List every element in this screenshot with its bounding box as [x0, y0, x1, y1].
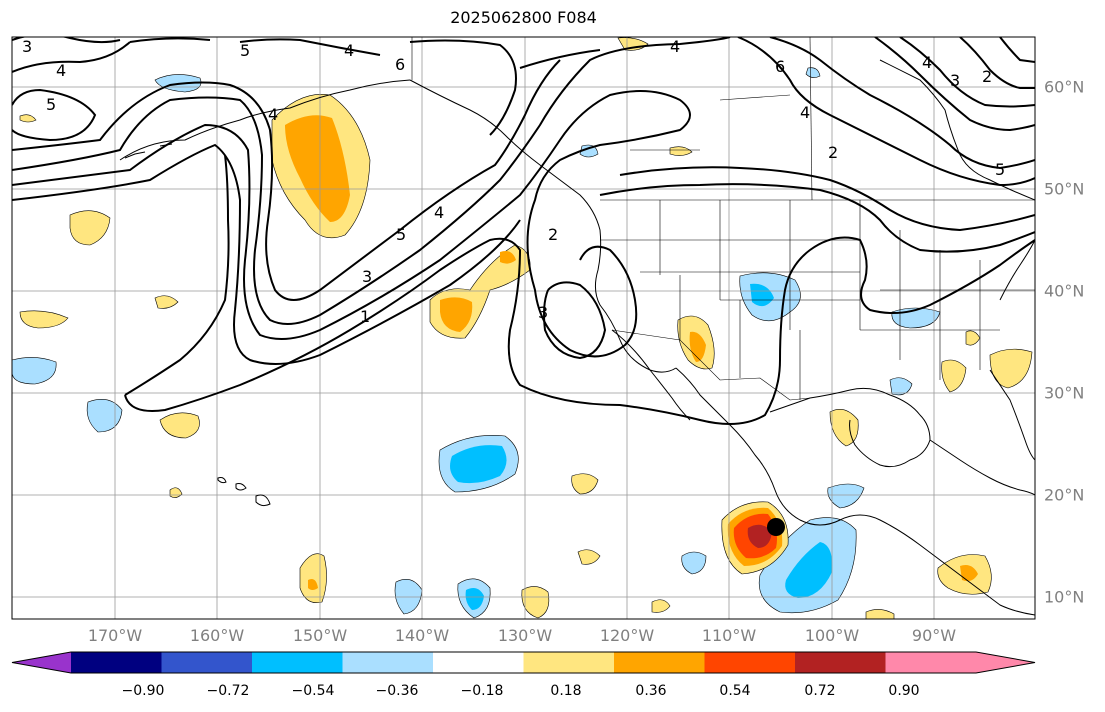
lat-label-60n: 60°N [1044, 77, 1085, 97]
contour-label: 3 [22, 37, 32, 56]
contour-lines [12, 37, 1035, 425]
colorbar-tick-label: −0.18 [460, 683, 504, 699]
lon-label-90w: 90°W [911, 626, 957, 645]
contour-label: 4 [800, 103, 810, 122]
contour-label: 6 [395, 55, 405, 74]
contour-label: 5 [46, 95, 56, 114]
lat-label-50n: 50°N [1044, 179, 1085, 199]
contour-label: 2 [548, 225, 558, 244]
contour-label: 6 [775, 57, 785, 76]
contour-label: 4 [922, 53, 932, 72]
contour-label: 5 [396, 225, 406, 244]
lon-label-130w: 130°W [497, 626, 553, 645]
colorbar-tick-label: 0.54 [719, 683, 751, 699]
colorbar-bin [161, 652, 253, 673]
contour-label: 2 [982, 67, 992, 86]
map-frame [11, 36, 1036, 620]
lat-label-40n: 40°N [1044, 281, 1085, 301]
colorbar-bin [885, 652, 977, 673]
contour-label: 3 [950, 71, 960, 90]
colorbar-tick-label: 0.36 [635, 683, 667, 699]
borders [411, 37, 1035, 401]
colorbar-tick-label: −0.54 [291, 683, 335, 699]
colorbar-tick-label: 0.18 [550, 683, 582, 699]
map-layer: 3 4 5 4 6 4 5 4 6 2 5 4 3 2 5 4 3 1 2 3 … [12, 37, 1035, 619]
lon-label-110w: 110°W [701, 626, 757, 645]
anomaly-positive-patches [19, 37, 1033, 619]
colorbar-extend-low [12, 652, 71, 673]
colorbar-bin [252, 652, 343, 673]
coastlines [119, 59, 1035, 616]
colorbar [11, 651, 1036, 674]
colorbar-tick-label: 0.72 [804, 683, 836, 699]
contour-label: 4 [344, 41, 354, 60]
lat-label-20n: 20°N [1044, 485, 1085, 505]
colorbar-bin [71, 652, 162, 673]
contour-label-texts: 3 4 5 4 6 4 5 4 6 2 5 4 3 2 5 4 3 1 2 3 … [22, 37, 1005, 326]
colorbar-bin [704, 652, 796, 673]
anomaly-negative-patches [12, 67, 941, 619]
lat-label-30n: 30°N [1044, 383, 1085, 403]
lon-label-150w: 150°W [292, 626, 348, 645]
contour-label: 4 [268, 105, 278, 124]
colorbar-bin [523, 652, 615, 673]
contour-label: 2 [828, 143, 838, 162]
colorbar-extend-high [976, 652, 1035, 673]
lon-label-120w: 120°W [599, 626, 655, 645]
lon-label-160w: 160°W [189, 626, 245, 645]
colorbar-tick-label: −0.90 [121, 683, 165, 699]
contour-label: 5 [995, 160, 1005, 179]
contour-label: 4 [434, 203, 444, 222]
colorbar-tick-label: −0.36 [375, 683, 419, 699]
storm-center-marker [767, 518, 785, 536]
colorbar-bin [614, 652, 705, 673]
colorbar-bin [795, 652, 886, 673]
lat-label-10n: 10°N [1044, 587, 1085, 607]
contour-label: 3 [362, 267, 372, 286]
lon-label-140w: 140°W [394, 626, 450, 645]
colorbar-tick-label: −0.72 [206, 683, 250, 699]
contour-label: 4 [56, 61, 66, 80]
graticule [12, 37, 1035, 619]
map-title: 2025062800 F084 [450, 8, 597, 27]
colorbar-tick-label: 0.90 [888, 683, 920, 699]
colorbar-bin [342, 652, 434, 673]
contour-label: 4 [670, 37, 680, 56]
colorbar-bin [433, 652, 524, 673]
contour-label: 5 [240, 41, 250, 60]
lon-label-170w: 170°W [87, 626, 143, 645]
colorbar-outline [11, 651, 1036, 674]
lon-label-100w: 100°W [804, 626, 860, 645]
contour-label: 1 [360, 307, 370, 326]
contour-label: 3 [538, 303, 548, 322]
